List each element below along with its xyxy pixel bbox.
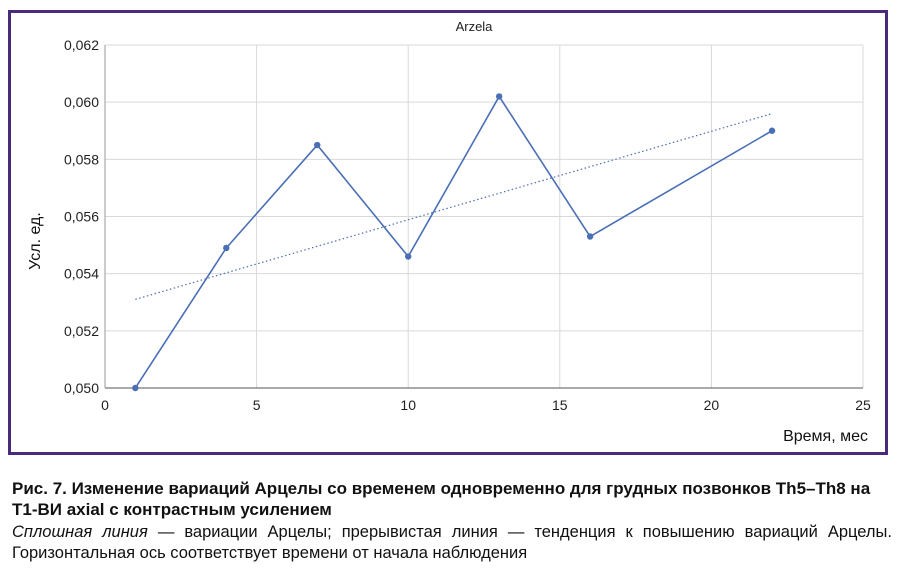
data-point [586, 233, 594, 240]
trend-line [135, 113, 773, 300]
x-tick-label: 15 [552, 397, 568, 413]
data-point [768, 127, 776, 134]
y-tick-label: 0,062 [64, 37, 99, 53]
x-tick-label: 0 [101, 397, 109, 413]
data-line [134, 94, 773, 389]
data-point [223, 244, 230, 252]
series-lines [132, 93, 776, 392]
x-axis-label: Время, мес [783, 428, 868, 445]
caption-note-text: — вариации Арцелы; прерывистая линия — т… [12, 523, 892, 562]
data-point [405, 253, 412, 260]
y-tick-label: 0,060 [64, 94, 99, 110]
caption-note-italic: Сплошная линия [12, 523, 148, 541]
caption-note: Сплошная линия — вариации Арцелы; прерыв… [12, 522, 892, 564]
x-tick-label: 20 [704, 397, 720, 413]
caption-title: Рис. 7. Изменение вариаций Арцелы со вре… [12, 479, 871, 519]
data-point [314, 141, 321, 149]
x-tick-label: 10 [400, 397, 416, 413]
x-tick-label: 5 [253, 397, 261, 413]
chart-title: Arzela [456, 19, 494, 34]
line-chart: 0,050 0,052 0,054 0,056 0,058 0,060 0,062 0 5 10 1… [27, 19, 871, 445]
y-tick-label: 0,058 [64, 151, 99, 167]
data-point [495, 93, 503, 100]
chart-frame [8, 10, 888, 455]
x-tick-label: 25 [855, 397, 871, 413]
y-axis-label: Усл. ед. [27, 212, 44, 270]
figure-caption: Рис. 7. Изменение вариаций Арцелы со вре… [12, 478, 892, 564]
y-tick-label: 0,054 [64, 266, 99, 282]
axes [104, 45, 863, 389]
tick-labels: 0,050 0,052 0,054 0,056 0,058 0,060 0,062 0 5 10 1… [64, 37, 871, 413]
y-tick-label: 0,056 [64, 209, 99, 225]
y-tick-label: 0,052 [64, 323, 99, 339]
data-point [132, 384, 139, 392]
y-tick-label: 0,050 [64, 380, 99, 396]
grid-lines [105, 44, 864, 388]
